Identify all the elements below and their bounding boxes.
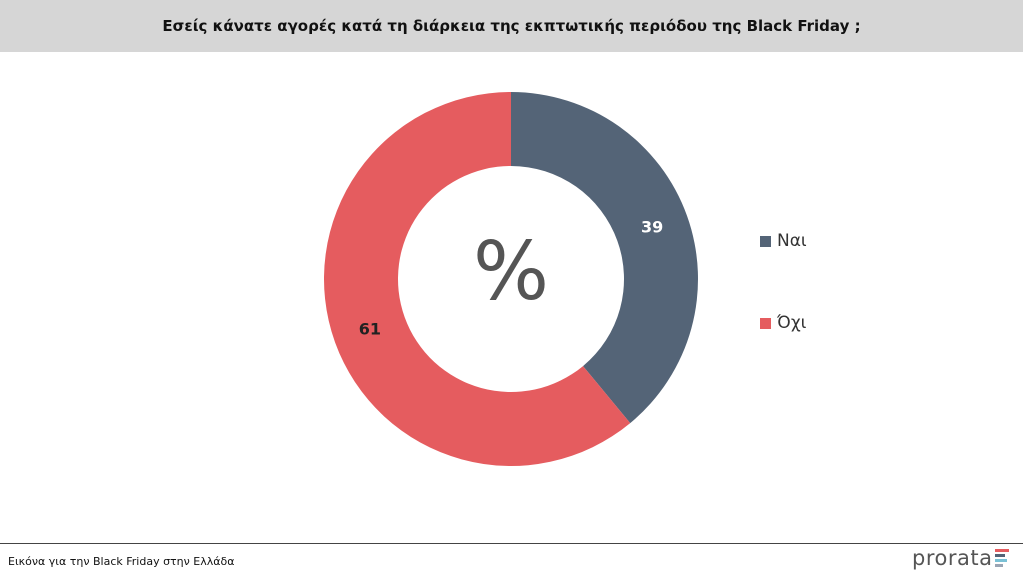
donut-slice-1 bbox=[511, 92, 698, 424]
legend-label: Όχι bbox=[777, 313, 807, 333]
prorata-logo: prorata bbox=[912, 546, 1010, 570]
logo-bar bbox=[995, 554, 1006, 557]
chart-title: Εσείς κάνατε αγορές κατά τη διάρκεια της… bbox=[162, 17, 861, 35]
chart-legend: Ναι Όχι bbox=[760, 230, 807, 394]
legend-swatch bbox=[760, 235, 771, 247]
logo-bar bbox=[995, 549, 1010, 552]
logo-bars-icon bbox=[995, 548, 1010, 568]
footer-divider bbox=[0, 543, 1023, 544]
chart-header: Εσείς κάνατε αγορές κατά τη διάρκεια της… bbox=[0, 0, 1023, 52]
legend-label: Ναι bbox=[777, 231, 807, 251]
logo-text: prorata bbox=[912, 546, 993, 570]
data-label-1: 39 bbox=[641, 218, 663, 237]
data-label-2: 61 bbox=[359, 319, 381, 338]
donut-slice-2 bbox=[324, 92, 631, 466]
logo-bar bbox=[995, 564, 1004, 567]
legend-item: Όχι bbox=[760, 312, 807, 334]
logo-bar bbox=[995, 559, 1008, 562]
legend-item: Ναι bbox=[760, 230, 807, 252]
center-label: % bbox=[473, 225, 549, 318]
legend-swatch bbox=[760, 317, 771, 329]
footer-caption: Εικόνα για την Black Friday στην Ελλάδα bbox=[8, 555, 235, 568]
